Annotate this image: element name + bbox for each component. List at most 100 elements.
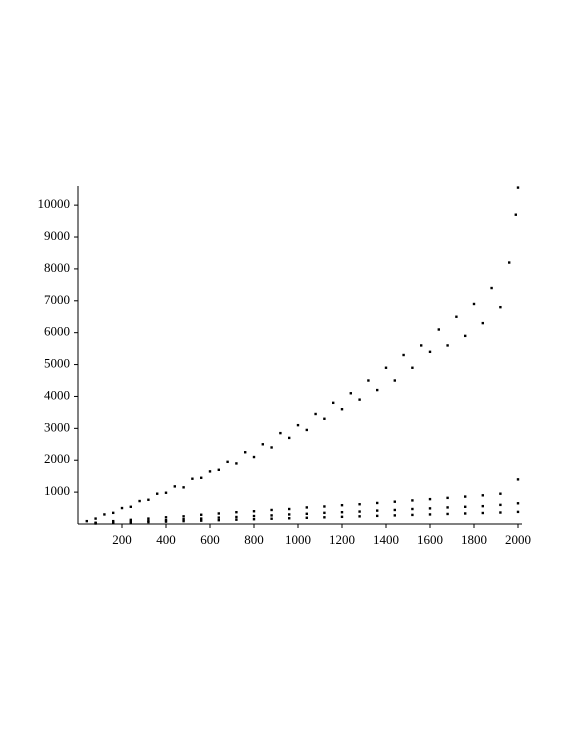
point (358, 510, 361, 513)
point (94, 517, 97, 520)
point (129, 518, 132, 522)
point (349, 392, 352, 395)
point (393, 500, 396, 503)
point (305, 428, 308, 432)
point (481, 511, 484, 515)
point (314, 412, 317, 416)
x-tick-label: 800 (244, 532, 264, 547)
point (270, 514, 273, 517)
point (514, 213, 517, 216)
point (235, 515, 238, 519)
x-tick-label: 2000 (505, 532, 531, 547)
point (411, 499, 414, 502)
y-tick-label: 9000 (44, 228, 70, 243)
point (217, 516, 220, 519)
point (481, 494, 484, 497)
point (428, 507, 432, 510)
point (147, 519, 150, 523)
point (384, 366, 388, 369)
point (147, 520, 150, 524)
point (156, 492, 159, 495)
point (428, 497, 432, 501)
point (261, 443, 264, 446)
point (340, 408, 344, 411)
x-tick-label: 1600 (417, 532, 443, 547)
point (402, 353, 405, 357)
point (235, 462, 238, 465)
point (516, 510, 520, 514)
point (270, 446, 273, 449)
point (244, 451, 247, 454)
point (464, 495, 467, 498)
point (147, 498, 150, 501)
point (499, 492, 502, 495)
point (217, 468, 220, 471)
point (112, 521, 115, 525)
point (446, 512, 449, 516)
point (120, 506, 124, 510)
x-tick-label: 200 (112, 532, 132, 547)
point (516, 478, 520, 481)
point (499, 305, 502, 309)
point (464, 505, 467, 508)
point (393, 379, 396, 382)
point (200, 513, 203, 516)
point (147, 517, 150, 520)
point (200, 517, 203, 520)
point (367, 379, 370, 382)
point (508, 261, 511, 264)
point (332, 401, 335, 405)
point (464, 512, 467, 515)
point (323, 516, 326, 519)
point (85, 519, 88, 523)
point (376, 388, 379, 392)
point (376, 514, 379, 518)
point (200, 519, 203, 522)
point (164, 516, 168, 519)
point (446, 344, 449, 347)
point (358, 515, 361, 518)
point (340, 511, 344, 514)
point (164, 518, 168, 522)
point (481, 321, 484, 325)
point (323, 511, 326, 515)
point (270, 508, 273, 512)
point (112, 511, 115, 515)
point (411, 507, 414, 511)
point (182, 486, 185, 489)
point (200, 476, 203, 479)
point (481, 504, 484, 508)
y-tick-label: 5000 (44, 356, 70, 371)
point (235, 511, 238, 514)
point (516, 502, 520, 505)
point (393, 514, 396, 517)
point (164, 491, 168, 494)
point (358, 398, 361, 401)
point (288, 436, 291, 440)
point (420, 344, 423, 347)
point (358, 503, 361, 506)
point (103, 513, 106, 516)
point (428, 513, 432, 516)
point (208, 470, 212, 473)
point (112, 519, 115, 523)
point (428, 350, 432, 354)
point (305, 516, 308, 519)
x-tick-label: 400 (156, 532, 176, 547)
point (446, 496, 449, 500)
x-tick-label: 1000 (285, 532, 311, 547)
point (305, 512, 308, 515)
point (499, 511, 502, 514)
point (464, 334, 467, 338)
y-tick-label: 2000 (44, 451, 70, 466)
point (437, 328, 440, 331)
point (323, 417, 326, 420)
point (94, 522, 97, 525)
x-tick-label: 1400 (373, 532, 399, 547)
point (411, 513, 414, 517)
x-tick-label: 1800 (461, 532, 487, 547)
point (340, 515, 344, 519)
point (472, 302, 476, 306)
y-tick-label: 1000 (44, 483, 70, 498)
